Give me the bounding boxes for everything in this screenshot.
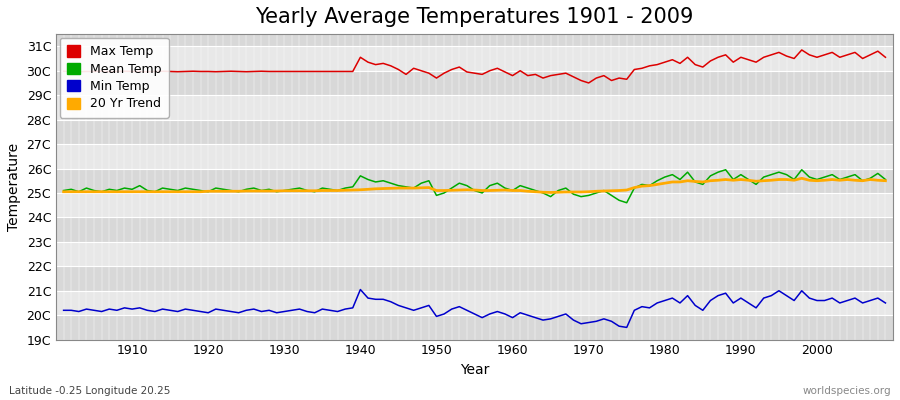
Max Temp bbox=[58, 69, 69, 74]
Bar bbox=[56, 71, 893, 95]
Mean Temp bbox=[286, 187, 297, 192]
Mean Temp bbox=[508, 188, 518, 193]
Mean Temp bbox=[500, 186, 510, 190]
Max Temp bbox=[119, 69, 130, 74]
20 Yr Trend bbox=[880, 178, 891, 183]
Mean Temp bbox=[880, 177, 891, 182]
Text: worldspecies.org: worldspecies.org bbox=[803, 386, 891, 396]
Y-axis label: Temperature: Temperature bbox=[7, 143, 21, 231]
Bar bbox=[56, 242, 893, 266]
Min Temp bbox=[332, 309, 343, 314]
Text: Latitude -0.25 Longitude 20.25: Latitude -0.25 Longitude 20.25 bbox=[9, 386, 170, 396]
Min Temp bbox=[286, 308, 297, 313]
Bar bbox=[56, 120, 893, 144]
Bar bbox=[56, 315, 893, 340]
Min Temp bbox=[880, 300, 891, 305]
Line: Min Temp: Min Temp bbox=[64, 290, 886, 328]
Min Temp bbox=[508, 315, 518, 320]
20 Yr Trend bbox=[606, 188, 616, 193]
20 Yr Trend bbox=[58, 189, 69, 194]
Line: Max Temp: Max Temp bbox=[64, 50, 886, 83]
20 Yr Trend bbox=[545, 190, 556, 195]
Bar bbox=[56, 46, 893, 71]
Min Temp bbox=[621, 325, 632, 330]
Line: 20 Yr Trend: 20 Yr Trend bbox=[64, 178, 886, 192]
Max Temp bbox=[606, 78, 616, 83]
Min Temp bbox=[606, 319, 616, 324]
Line: Mean Temp: Mean Temp bbox=[64, 170, 886, 203]
Mean Temp bbox=[621, 200, 632, 205]
Max Temp bbox=[500, 70, 510, 74]
Mean Temp bbox=[58, 188, 69, 193]
Mean Temp bbox=[720, 167, 731, 172]
Bar bbox=[56, 168, 893, 193]
Min Temp bbox=[515, 310, 526, 315]
Max Temp bbox=[880, 55, 891, 60]
Legend: Max Temp, Mean Temp, Min Temp, 20 Yr Trend: Max Temp, Mean Temp, Min Temp, 20 Yr Tre… bbox=[59, 38, 168, 118]
Bar bbox=[56, 144, 893, 168]
Max Temp bbox=[508, 73, 518, 78]
Max Temp bbox=[796, 48, 807, 52]
X-axis label: Year: Year bbox=[460, 363, 490, 377]
20 Yr Trend bbox=[119, 189, 130, 194]
Min Temp bbox=[58, 308, 69, 313]
20 Yr Trend bbox=[796, 176, 807, 181]
Min Temp bbox=[119, 306, 130, 310]
20 Yr Trend bbox=[286, 188, 297, 193]
20 Yr Trend bbox=[500, 188, 510, 192]
Bar bbox=[56, 193, 893, 218]
Max Temp bbox=[332, 69, 343, 74]
Bar bbox=[56, 218, 893, 242]
Bar bbox=[56, 291, 893, 315]
Bar bbox=[56, 22, 893, 46]
Min Temp bbox=[355, 287, 365, 292]
Bar bbox=[56, 95, 893, 120]
Mean Temp bbox=[119, 186, 130, 190]
Mean Temp bbox=[332, 188, 343, 193]
20 Yr Trend bbox=[332, 188, 343, 193]
Mean Temp bbox=[598, 188, 609, 193]
Max Temp bbox=[583, 80, 594, 85]
20 Yr Trend bbox=[508, 188, 518, 193]
Title: Yearly Average Temperatures 1901 - 2009: Yearly Average Temperatures 1901 - 2009 bbox=[256, 7, 694, 27]
Max Temp bbox=[286, 69, 297, 74]
Bar bbox=[56, 266, 893, 291]
